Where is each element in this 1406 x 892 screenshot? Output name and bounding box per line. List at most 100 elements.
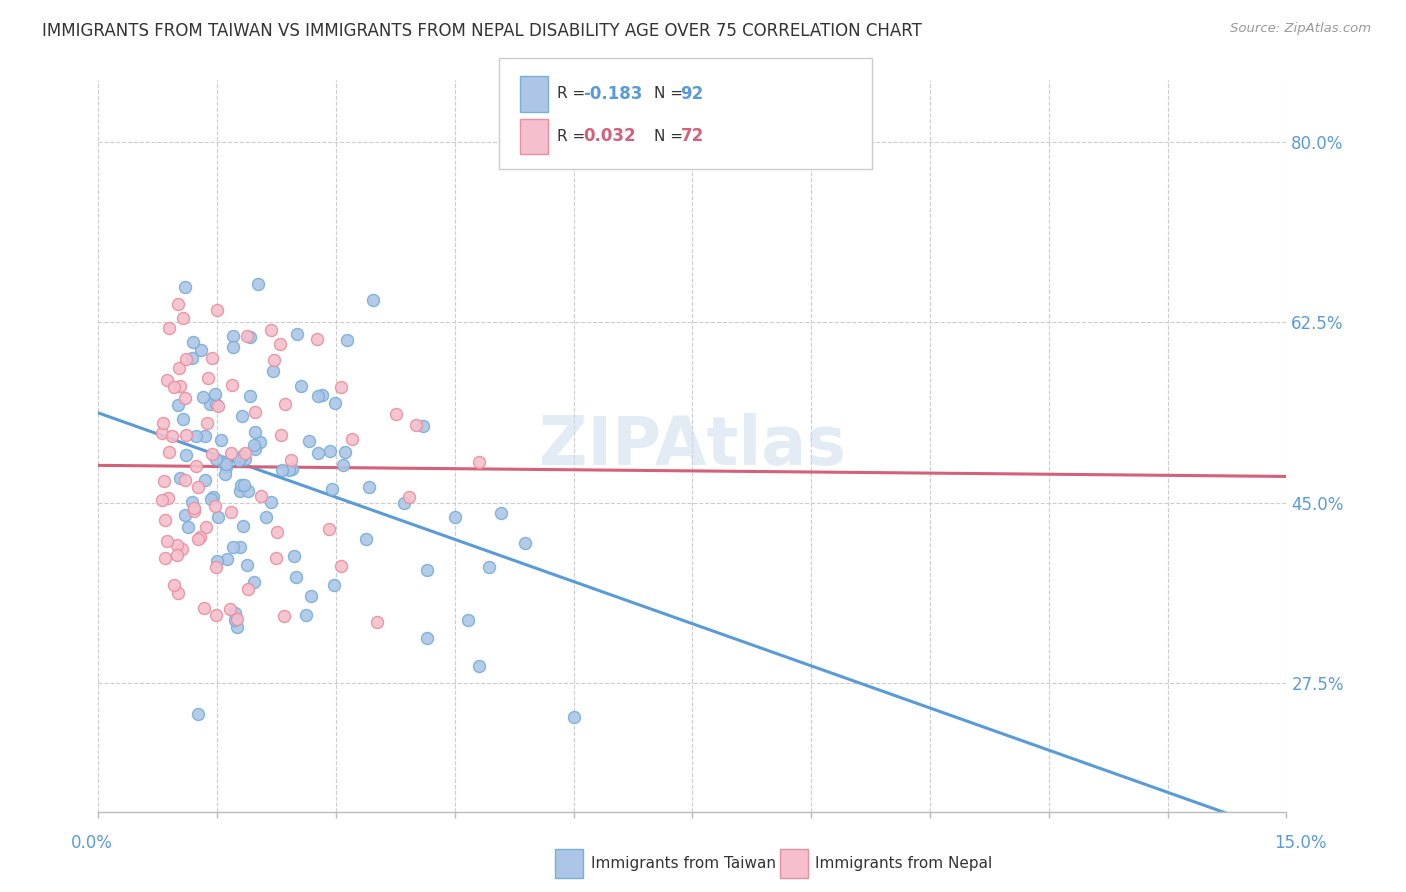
Point: [222, 540, 245, 554]
Point: [197, 371, 219, 385]
Point: [205, 553, 228, 567]
Point: [209, 433, 232, 447]
Point: [231, 409, 253, 423]
Point: [233, 477, 256, 491]
Point: [157, 444, 180, 458]
Point: [467, 455, 489, 469]
Text: N =: N =: [654, 87, 688, 101]
Point: [290, 379, 312, 393]
Point: [183, 500, 205, 515]
Point: [205, 607, 228, 622]
Text: 15.0%: 15.0%: [1274, 834, 1327, 852]
Point: [200, 492, 222, 507]
Point: [221, 378, 243, 392]
Point: [226, 619, 249, 633]
Point: [181, 495, 204, 509]
Point: [236, 484, 259, 499]
Point: [195, 416, 218, 430]
Point: [169, 471, 191, 485]
Point: [236, 329, 259, 343]
Point: [398, 491, 420, 505]
Point: [332, 458, 354, 472]
Point: [243, 442, 266, 456]
Point: [157, 321, 180, 335]
Point: [187, 532, 209, 546]
Point: [207, 400, 229, 414]
Point: [214, 467, 236, 482]
Point: [277, 463, 299, 477]
Point: [416, 563, 439, 577]
Point: [307, 332, 329, 346]
Point: [333, 445, 356, 459]
Point: [415, 631, 437, 645]
Point: [167, 297, 190, 311]
Point: [174, 448, 197, 462]
Point: [217, 552, 239, 566]
Text: R =: R =: [557, 87, 591, 101]
Point: [207, 509, 229, 524]
Point: [298, 434, 321, 449]
Point: [246, 277, 269, 291]
Point: [363, 293, 385, 308]
Point: [174, 428, 197, 442]
Point: [194, 473, 217, 487]
Point: [198, 396, 221, 410]
Point: [172, 310, 194, 325]
Point: [318, 444, 340, 458]
Point: [221, 445, 243, 459]
Point: [321, 483, 343, 497]
Point: [219, 505, 242, 519]
Point: [156, 533, 179, 548]
Point: [229, 483, 252, 498]
Point: [181, 351, 204, 365]
Point: [172, 412, 194, 426]
Point: [271, 463, 294, 477]
Text: R =: R =: [557, 129, 591, 144]
Point: [170, 542, 193, 557]
Point: [270, 428, 292, 442]
Point: [156, 373, 179, 387]
Point: [150, 426, 173, 441]
Point: [239, 329, 262, 343]
Point: [311, 387, 333, 401]
Point: [249, 435, 271, 450]
Text: -0.183: -0.183: [583, 85, 643, 103]
Point: [366, 615, 388, 630]
Point: [150, 493, 173, 508]
Point: [562, 709, 585, 723]
Point: [515, 536, 537, 550]
Text: Immigrants from Nepal: Immigrants from Nepal: [815, 856, 993, 871]
Point: [219, 601, 242, 615]
Text: Source: ZipAtlas.com: Source: ZipAtlas.com: [1230, 22, 1371, 36]
Point: [201, 491, 224, 505]
Point: [205, 560, 228, 574]
Point: [184, 458, 207, 473]
Point: [295, 608, 318, 623]
Point: [231, 478, 253, 492]
Point: [231, 449, 253, 463]
Point: [284, 569, 307, 583]
Point: [330, 559, 353, 574]
Point: [243, 425, 266, 440]
Point: [274, 397, 297, 411]
Point: [205, 397, 228, 411]
Point: [238, 389, 260, 403]
Point: [194, 520, 217, 534]
Point: [201, 351, 224, 365]
Point: [222, 341, 245, 355]
Point: [183, 504, 205, 518]
Point: [194, 429, 217, 443]
Point: [281, 462, 304, 476]
Point: [262, 364, 284, 378]
Point: [266, 524, 288, 539]
Point: [152, 416, 174, 430]
Point: [215, 460, 238, 475]
Point: [188, 530, 211, 544]
Point: [205, 302, 228, 317]
Point: [232, 519, 254, 533]
Point: [167, 361, 190, 376]
Text: N =: N =: [654, 129, 688, 144]
Point: [356, 532, 378, 546]
Point: [269, 336, 291, 351]
Point: [204, 500, 226, 514]
